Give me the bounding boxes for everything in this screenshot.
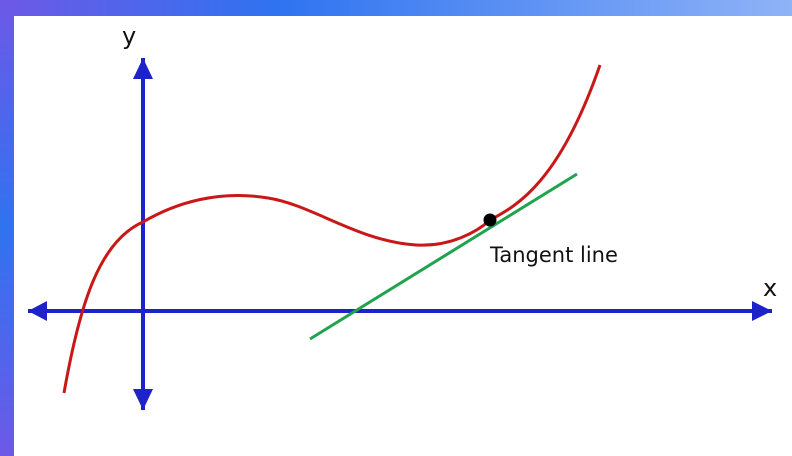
x-axis-left-arrow-icon [28, 301, 47, 321]
left-frame-bar [0, 0, 14, 456]
tangent-point [483, 213, 497, 227]
y-axis-top-arrow-icon [133, 58, 153, 79]
y-axis-label: y [122, 22, 136, 50]
tangent-line [309, 172, 578, 341]
x-axis-label: x [763, 274, 777, 302]
top-frame-bar [0, 0, 792, 16]
x-axis-right-arrow-icon [752, 301, 772, 321]
y-axis-bottom-arrow-icon [133, 389, 153, 410]
function-curve [62, 64, 602, 394]
tangent-line-label: Tangent line [489, 243, 618, 267]
